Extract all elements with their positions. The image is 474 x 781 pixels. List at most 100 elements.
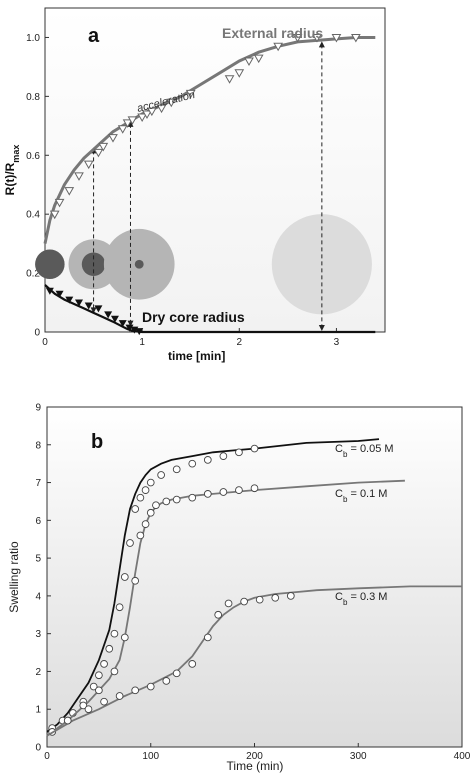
data-point	[110, 667, 119, 676]
series-label-tail: = 0.3 M	[347, 591, 387, 603]
data-point	[250, 444, 259, 453]
data-point	[142, 110, 152, 120]
panel-a-y-axis-label-sub: max	[11, 145, 21, 163]
y-tick-label: 0	[35, 743, 41, 754]
y-tick-label: 0.4	[26, 210, 40, 221]
series-label-main: C	[335, 591, 343, 603]
data-point	[162, 497, 171, 506]
x-tick-label: 3	[334, 337, 340, 348]
data-point	[157, 471, 165, 479]
data-point	[172, 495, 181, 504]
gel-core-circle	[35, 249, 65, 279]
arrow-head-down	[318, 325, 325, 331]
y-tick-label: 1.0	[26, 33, 40, 44]
data-point	[224, 599, 233, 608]
data-point	[131, 686, 140, 695]
panel-b-plot-area	[46, 406, 463, 748]
data-point	[75, 299, 83, 307]
panel-b-series: Cb = 0.05 MCb = 0.1 MCb = 0.3 M	[46, 438, 462, 737]
data-point	[55, 290, 64, 298]
x-tick-label: 0	[42, 337, 48, 348]
gel-core-circle	[134, 259, 144, 269]
series-label-tail: = 0.05 M	[347, 443, 393, 455]
data-point	[110, 629, 119, 638]
series-label-sub: b	[343, 450, 348, 459]
data-point	[95, 686, 103, 695]
data-point	[104, 311, 113, 319]
data-point	[141, 486, 150, 494]
data-point	[49, 210, 60, 220]
panel-a-x-axis-label: time [min]	[168, 349, 225, 363]
data-point	[115, 603, 124, 612]
panel-a-series	[43, 33, 376, 336]
data-point	[286, 592, 295, 600]
data-point	[350, 33, 361, 43]
x-tick-label: 2	[237, 337, 243, 348]
data-point	[136, 493, 145, 502]
panel-b-y-ticks: 0 1 2 3 4 5 6 7 8 9	[35, 403, 51, 754]
data-point	[79, 701, 88, 710]
data-point	[122, 119, 133, 128]
panel-b-letter: b	[91, 431, 103, 453]
data-point	[172, 669, 181, 678]
data-point	[312, 33, 322, 43]
y-tick-label: 8	[35, 440, 41, 451]
y-tick-label: 0.2	[26, 269, 40, 280]
data-point	[224, 75, 235, 84]
dry-core-radius-label: Dry core radius	[142, 309, 245, 325]
data-point	[146, 107, 157, 117]
data-point	[98, 142, 109, 152]
data-point	[273, 42, 284, 52]
data-point	[100, 660, 108, 668]
data-point	[93, 148, 104, 158]
data-point	[136, 531, 145, 540]
data-point	[146, 682, 155, 691]
data-point	[131, 576, 140, 585]
y-tick-label: 9	[35, 403, 41, 414]
series-label-sub: b	[343, 495, 348, 504]
series-label-main: C	[335, 443, 343, 455]
x-tick-label: 100	[142, 751, 159, 762]
data-point	[120, 633, 129, 642]
arrow-head-down	[90, 307, 97, 314]
data-point	[100, 697, 108, 706]
data-point	[54, 198, 65, 208]
data-point	[172, 465, 181, 474]
series-label-sub: b	[343, 598, 348, 607]
series-label: Cb = 0.05 M	[335, 443, 394, 459]
data-point	[84, 705, 93, 714]
panel-b-y-axis-label: Swelling ratio	[7, 541, 21, 613]
external-radius-label: External radius	[222, 25, 323, 41]
data-point	[137, 113, 148, 122]
data-point	[118, 320, 127, 328]
data-point	[94, 305, 103, 313]
data-point	[105, 644, 114, 653]
arrow-head-down	[127, 320, 134, 327]
y-tick-label: 4	[35, 591, 41, 602]
data-point	[110, 315, 119, 323]
data-point	[84, 302, 93, 310]
data-point	[271, 593, 280, 602]
data-point	[292, 33, 303, 43]
data-point	[219, 488, 228, 496]
y-tick-label: 5	[35, 554, 41, 565]
series-label: Cb = 0.3 M	[335, 591, 387, 607]
data-point	[126, 539, 134, 547]
data-point	[188, 493, 197, 502]
data-point	[240, 597, 248, 606]
y-tick-label: 1	[35, 705, 41, 716]
data-point	[235, 448, 243, 457]
data-point	[135, 328, 144, 336]
y-tick-label: 3	[35, 629, 41, 640]
data-point	[74, 172, 84, 181]
panel-b-x-axis-label: Time (min)	[227, 759, 284, 773]
data-point	[89, 682, 98, 691]
data-point	[166, 98, 177, 108]
data-point	[45, 287, 54, 295]
y-tick-label: 2	[35, 667, 41, 678]
data-point	[146, 478, 155, 487]
data-point	[64, 187, 75, 196]
